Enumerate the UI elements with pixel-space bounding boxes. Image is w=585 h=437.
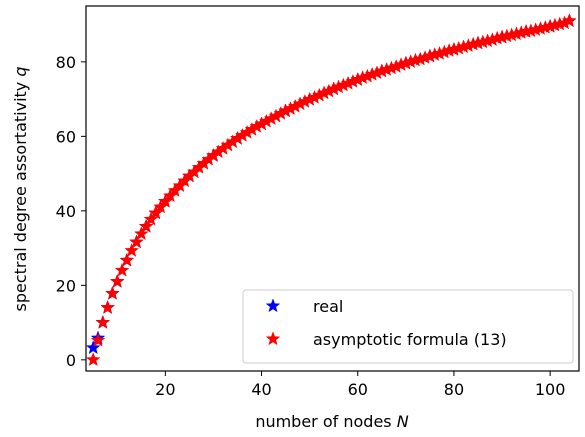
y-tick-label: 40 bbox=[56, 202, 76, 221]
asymptotic-point bbox=[105, 285, 120, 300]
asymptotic-point bbox=[133, 226, 149, 241]
legend-box bbox=[242, 289, 574, 364]
y-axis-label: spectral degree assortativity q bbox=[11, 66, 30, 311]
x-tick-label: 60 bbox=[348, 380, 368, 399]
asymptotic-point bbox=[124, 242, 140, 257]
asymptotic-point bbox=[85, 352, 101, 367]
x-tick-label: 20 bbox=[155, 380, 175, 399]
asymptotic-point bbox=[119, 252, 135, 267]
legend: real asymptotic formula (13) bbox=[242, 289, 574, 364]
legend-marker-asymptotic bbox=[265, 331, 281, 346]
x-tick-label: 40 bbox=[251, 380, 271, 399]
asymptotic-point bbox=[148, 205, 164, 220]
series-asymptotic-marks bbox=[85, 13, 577, 367]
asymptotic-point bbox=[129, 234, 144, 249]
asymptotic-point bbox=[95, 314, 111, 329]
x-tick-label: 100 bbox=[535, 380, 566, 399]
real-point bbox=[85, 340, 101, 355]
x-tick-label: 80 bbox=[444, 380, 464, 399]
asymptotic-point bbox=[90, 332, 106, 347]
legend-marker-real bbox=[265, 298, 281, 313]
legend-label-asymptotic: asymptotic formula (13) bbox=[313, 330, 507, 349]
asymptotic-point bbox=[138, 218, 154, 233]
y-tick-label: 60 bbox=[56, 127, 76, 146]
legend-marker-real-star bbox=[265, 298, 281, 313]
y-tick-label: 20 bbox=[56, 276, 76, 295]
asymptotic-point bbox=[143, 211, 159, 226]
y-tick-label: 0 bbox=[66, 351, 76, 370]
plot-frame bbox=[85, 5, 580, 372]
asymptotic-point bbox=[562, 13, 577, 28]
asymptotic-point bbox=[100, 299, 115, 314]
asymptotic-point bbox=[109, 273, 125, 288]
legend-label-real: real bbox=[313, 297, 343, 316]
x-axis-label: number of nodes N bbox=[255, 412, 408, 431]
legend-marker-asymptotic-star bbox=[265, 331, 281, 346]
y-axis-ticks: 0 20 40 60 80 bbox=[56, 53, 86, 370]
x-axis-ticks: 20 40 60 80 100 bbox=[155, 371, 565, 399]
asymptotic-point bbox=[114, 262, 130, 277]
y-tick-label: 80 bbox=[56, 53, 76, 72]
